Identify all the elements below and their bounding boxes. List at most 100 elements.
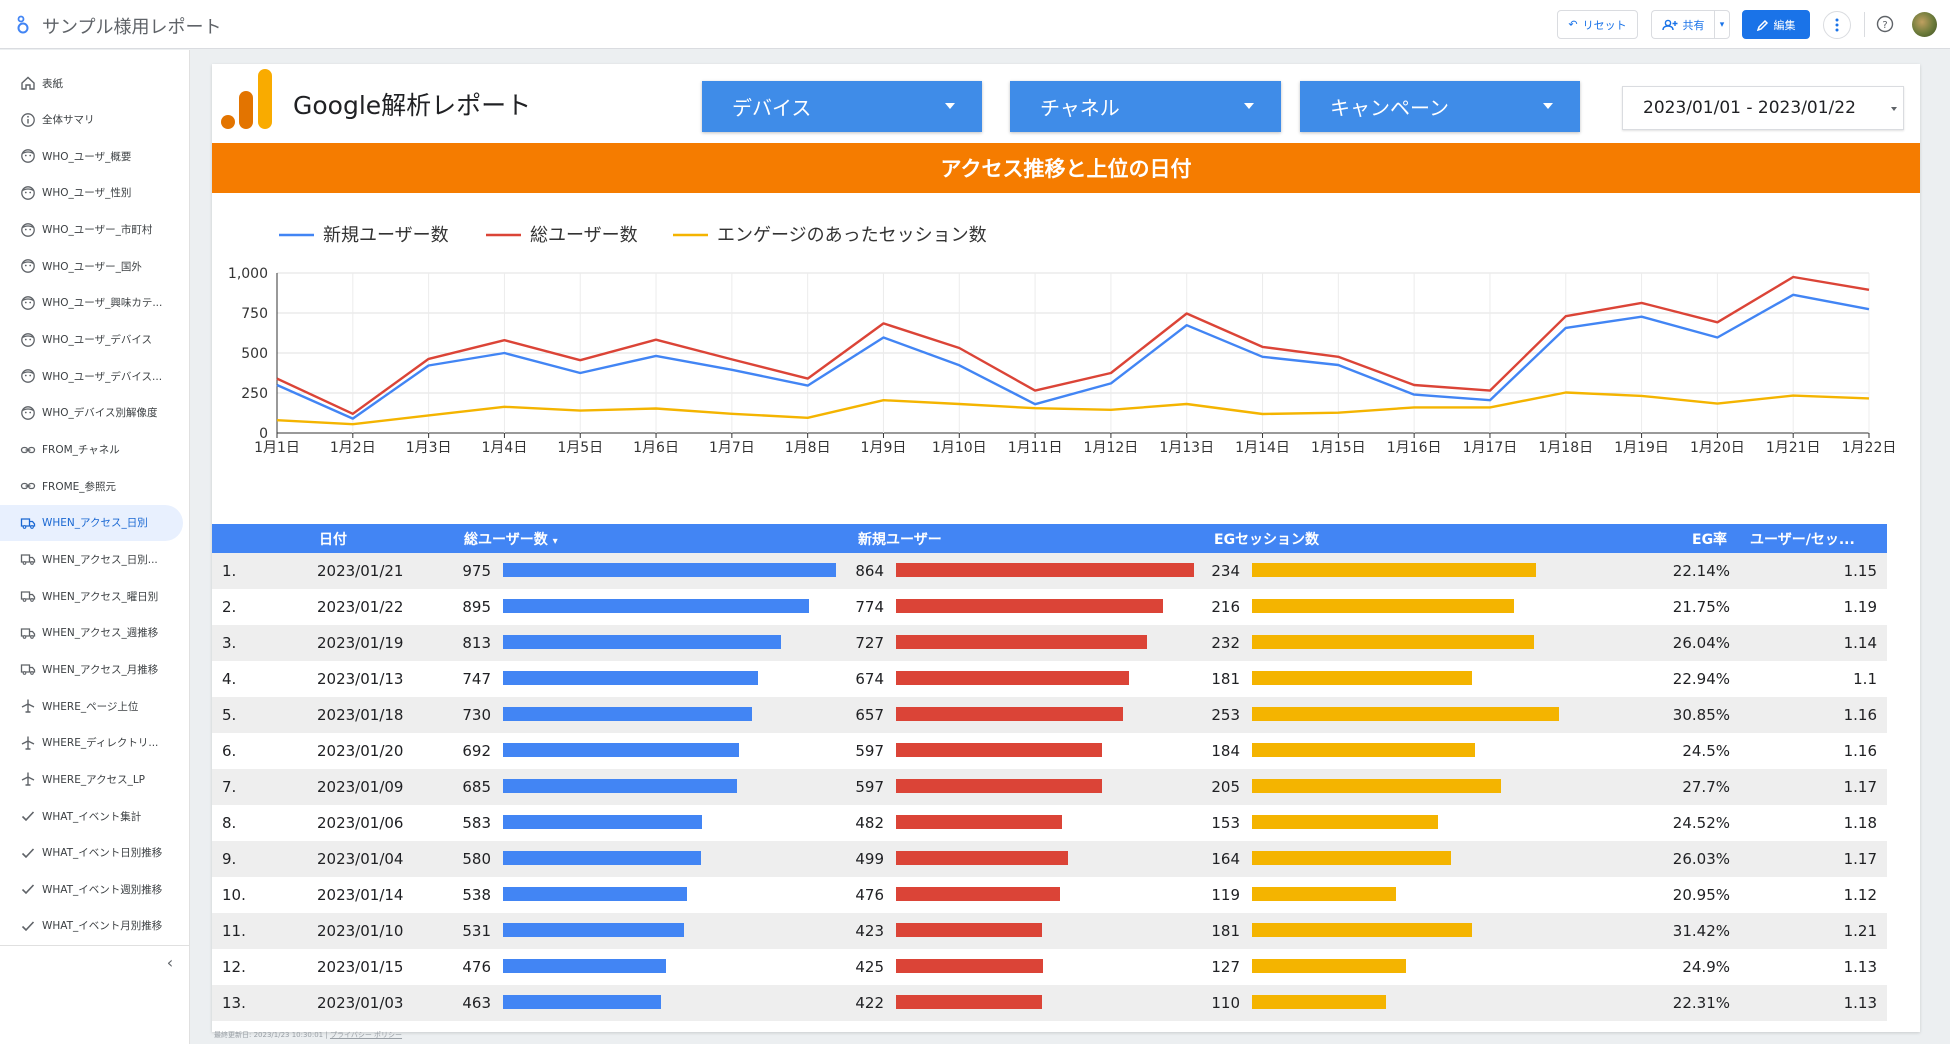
campaign-filter-dropdown[interactable]: キャンペーン bbox=[1300, 81, 1580, 132]
sidebar-item[interactable]: WHAT_イベント集計 bbox=[0, 798, 183, 834]
header-total-users[interactable]: 総ユーザー数 ▾ bbox=[464, 529, 558, 549]
sidebar-item[interactable]: 表紙 bbox=[0, 65, 183, 101]
eg-sessions-bar bbox=[1252, 563, 1536, 577]
total-users-bar bbox=[503, 923, 685, 937]
report-title[interactable]: サンプル様用レポート bbox=[42, 17, 222, 38]
new-users-cell: 727 bbox=[855, 634, 884, 652]
date-range-picker[interactable]: 2023/01/01 - 2023/01/22 bbox=[1622, 86, 1904, 130]
sidebar-item[interactable]: WHERE_ページ上位 bbox=[0, 688, 183, 724]
link-icon bbox=[20, 482, 36, 490]
eg-rate-cell: 22.14% bbox=[1672, 562, 1730, 580]
sidebar-item[interactable]: WHAT_イベント日別推移 bbox=[0, 835, 183, 871]
users-per-session-cell: 1.1 bbox=[1853, 670, 1877, 688]
sidebar-item[interactable]: WHO_ユーザ_性別 bbox=[0, 175, 183, 211]
x-tick-label: 1月11日 bbox=[1008, 440, 1063, 456]
svg-text:?: ? bbox=[1882, 20, 1887, 31]
chevron-left-icon[interactable]: ‹ bbox=[166, 953, 174, 972]
sidebar-item[interactable]: WHO_ユーザ_興味カテ... bbox=[0, 285, 183, 321]
header-eg-rate[interactable]: EG率 bbox=[1692, 532, 1728, 548]
table-row[interactable]: 5. 2023/01/18 730 657 253 30.85% 1.16 bbox=[212, 697, 1887, 733]
share-dropdown-button[interactable]: ▾ bbox=[1714, 10, 1730, 39]
sidebar-item[interactable]: WHO_ユーザ_デバイス... bbox=[0, 358, 183, 394]
sidebar-item[interactable]: FROME_参照元 bbox=[0, 468, 183, 504]
edit-button[interactable]: 編集 bbox=[1742, 10, 1810, 39]
sidebar-item-label: WHEN_アクセス_月推移 bbox=[42, 663, 159, 676]
sidebar-item[interactable]: 全体サマリ bbox=[0, 102, 183, 138]
eg-rate-cell: 20.95% bbox=[1672, 886, 1730, 904]
sidebar-item[interactable]: WHO_ユーザー_市町村 bbox=[0, 212, 183, 248]
table-row[interactable]: 12. 2023/01/15 476 425 127 24.9% 1.13 bbox=[212, 949, 1887, 985]
total-users-cell: 463 bbox=[462, 994, 491, 1012]
date-cell: 2023/01/22 bbox=[317, 598, 404, 616]
more-options-button[interactable] bbox=[1823, 11, 1851, 39]
table-row[interactable]: 1. 2023/01/21 975 864 234 22.14% 1.15 bbox=[212, 553, 1887, 589]
check-icon bbox=[21, 811, 35, 822]
sidebar-item[interactable]: WHAT_イベント月別推移 bbox=[0, 908, 183, 944]
table-row[interactable]: 9. 2023/01/04 580 499 164 26.03% 1.17 bbox=[212, 841, 1887, 877]
sidebar-item[interactable]: WHERE_アクセス_LP bbox=[0, 761, 183, 797]
sidebar-item[interactable]: WHEN_アクセス_曜日別 bbox=[0, 578, 183, 614]
last-updated: 最終更新日: 2023/1/23 10:30:01 bbox=[214, 1031, 324, 1039]
rank-cell: 7. bbox=[222, 778, 237, 796]
sidebar-item[interactable]: WHEN_アクセス_月推移 bbox=[0, 651, 183, 687]
users-per-session-cell: 1.16 bbox=[1843, 706, 1877, 724]
line-chart[interactable]: 0 250 500 750 1,000 1月1日 1月2日 1月3日 1月4日 1月5日 1月6日 1… bbox=[212, 201, 1920, 519]
eg-sessions-cell: 153 bbox=[1211, 814, 1240, 832]
sidebar-item[interactable]: WHO_ユーザ_概要 bbox=[0, 138, 183, 174]
header-eg-sessions[interactable]: EGセッション数 bbox=[1214, 532, 1320, 548]
eg-sessions-cell: 181 bbox=[1211, 922, 1240, 940]
channel-filter-dropdown[interactable]: チャネル bbox=[1010, 81, 1281, 132]
sidebar-item[interactable]: WHEN_アクセス_週推移 bbox=[0, 615, 183, 651]
avatar[interactable] bbox=[1912, 12, 1937, 37]
sidebar-item[interactable]: FROM_チャネル bbox=[0, 432, 183, 468]
eg-sessions-cell: 253 bbox=[1211, 706, 1240, 724]
header-new-users[interactable]: 新規ユーザー bbox=[858, 532, 942, 548]
plane-icon bbox=[21, 699, 35, 713]
users-per-session-cell: 1.13 bbox=[1843, 994, 1877, 1012]
table-row[interactable]: 13. 2023/01/03 463 422 110 22.31% 1.13 bbox=[212, 985, 1887, 1021]
users-per-session-cell: 1.15 bbox=[1843, 562, 1877, 580]
total-users-bar bbox=[503, 959, 666, 973]
users-per-session-cell: 1.17 bbox=[1843, 778, 1877, 796]
sidebar-item[interactable]: WHERE_ディレクトリ... bbox=[0, 725, 183, 761]
help-icon[interactable]: ? bbox=[1876, 15, 1894, 33]
date-cell: 2023/01/15 bbox=[317, 958, 404, 976]
reset-button[interactable]: ↶ リセット bbox=[1557, 10, 1638, 39]
date-range-label: 2023/01/01 - 2023/01/22 bbox=[1643, 98, 1856, 118]
sidebar-item[interactable]: WHEN_アクセス_日別 bbox=[0, 504, 183, 541]
section-banner: アクセス推移と上位の日付 bbox=[212, 143, 1920, 193]
add-person-icon bbox=[1661, 19, 1677, 30]
sidebar-item[interactable]: WHO_ユーザ_デバイス bbox=[0, 322, 183, 358]
header-date[interactable]: 日付 bbox=[319, 532, 347, 548]
sidebar-item[interactable]: WHAT_イベント週別推移 bbox=[0, 871, 183, 907]
sidebar-item[interactable]: WHO_デバイス別解像度 bbox=[0, 395, 183, 431]
table-row[interactable]: 3. 2023/01/19 813 727 232 26.04% 1.14 bbox=[212, 625, 1887, 661]
table-row[interactable]: 2. 2023/01/22 895 774 216 21.75% 1.19 bbox=[212, 589, 1887, 625]
date-cell: 2023/01/09 bbox=[317, 778, 404, 796]
undo-icon: ↶ bbox=[1568, 18, 1578, 31]
table-row[interactable]: 7. 2023/01/09 685 597 205 27.7% 1.17 bbox=[212, 769, 1887, 805]
header-users-per-session[interactable]: ユーザー/セッ... bbox=[1750, 532, 1855, 548]
table-row[interactable]: 6. 2023/01/20 692 597 184 24.5% 1.16 bbox=[212, 733, 1887, 769]
eg-sessions-cell: 234 bbox=[1211, 562, 1240, 580]
total-users-cell: 531 bbox=[462, 922, 491, 940]
new-users-bar bbox=[896, 851, 1069, 865]
table-row[interactable]: 8. 2023/01/06 583 482 153 24.52% 1.18 bbox=[212, 805, 1887, 841]
sidebar-item[interactable]: WHEN_アクセス_日別... bbox=[0, 541, 183, 577]
sidebar-item[interactable]: WHO_ユーザー_国外 bbox=[0, 248, 183, 284]
edit-label: 編集 bbox=[1773, 18, 1796, 32]
table-row[interactable]: 4. 2023/01/13 747 674 181 22.94% 1.1 bbox=[212, 661, 1887, 697]
users-per-session-cell: 1.12 bbox=[1843, 886, 1877, 904]
date-cell: 2023/01/10 bbox=[317, 922, 404, 940]
x-tick-label: 1月9日 bbox=[861, 440, 907, 456]
share-button[interactable]: 共有 bbox=[1651, 10, 1714, 39]
table-row[interactable]: 11. 2023/01/10 531 423 181 31.42% 1.21 bbox=[212, 913, 1887, 949]
new-users-cell: 422 bbox=[855, 994, 884, 1012]
privacy-policy-link[interactable]: プライバシー ポリシー bbox=[329, 1031, 403, 1039]
new-users-cell: 597 bbox=[855, 742, 884, 760]
x-tick-label: 1月4日 bbox=[482, 440, 528, 456]
sidebar-item-label: WHO_ユーザ_デバイス bbox=[42, 334, 153, 347]
table-row[interactable]: 10. 2023/01/14 538 476 119 20.95% 1.12 bbox=[212, 877, 1887, 913]
eg-sessions-bar bbox=[1252, 959, 1407, 973]
device-filter-dropdown[interactable]: デバイス bbox=[702, 81, 982, 132]
